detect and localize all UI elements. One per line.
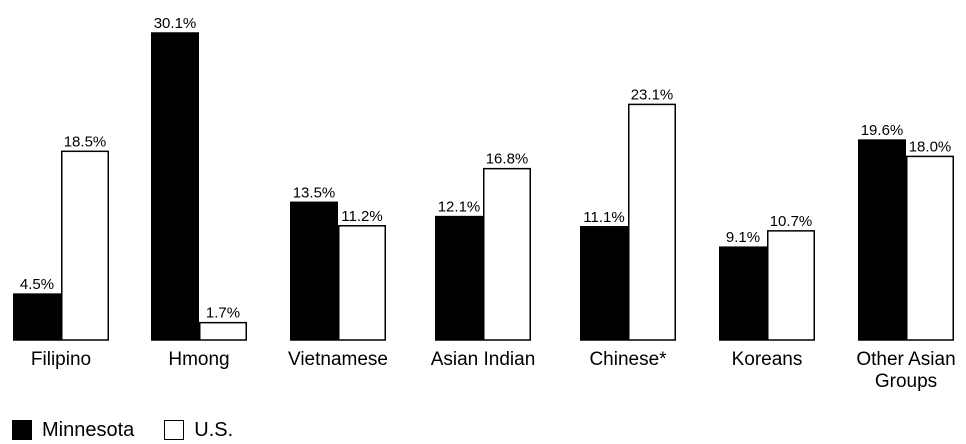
data-label-minnesota: 4.5% [20,276,54,293]
data-label-minnesota: 12.1% [438,199,481,216]
bar-us [199,321,247,341]
bar-minnesota [719,246,767,341]
legend: Minnesota U.S. [12,418,263,442]
bar-us [338,225,386,341]
bar-us [61,150,109,341]
bar-minnesota [858,139,906,341]
data-label-us: 11.2% [341,208,382,225]
legend-swatch-us [164,420,185,440]
category-label: Asian Indian [431,349,536,370]
bar-minnesota [290,201,338,341]
data-label-us: 1.7% [206,305,240,322]
data-label-us: 23.1% [631,86,674,103]
data-label-minnesota: 11.1% [583,209,624,226]
data-label-minnesota: 30.1% [154,15,197,32]
legend-item-us: U.S. [164,419,233,442]
legend-label-us: U.S. [194,418,234,441]
bar-us [767,230,815,341]
bar-us [906,155,954,341]
category-label: Hmong [168,349,229,370]
bar-minnesota [151,32,199,341]
data-label-us: 10.7% [770,213,813,230]
category-label: Filipino [31,349,91,370]
legend-label-minnesota: Minnesota [42,418,135,441]
bar-minnesota [13,293,61,341]
category-label: Koreans [732,349,803,370]
data-label-minnesota: 19.6% [861,122,904,139]
category-label: Chinese* [589,349,667,370]
category-label: Vietnamese [288,349,388,370]
category-label: Other Asian [856,349,955,370]
bar-us [483,167,531,341]
bar-us [628,103,676,341]
category-label: Groups [875,371,937,392]
legend-item-minnesota: Minnesota [12,419,134,442]
legend-swatch-minnesota [12,420,32,440]
data-label-minnesota: 9.1% [726,229,760,246]
data-label-us: 16.8% [486,151,529,168]
data-label-minnesota: 13.5% [293,184,336,201]
data-label-us: 18.5% [64,133,107,150]
bar-minnesota [580,226,628,341]
bar-minnesota [435,215,483,341]
data-label-us: 18.0% [909,138,952,155]
